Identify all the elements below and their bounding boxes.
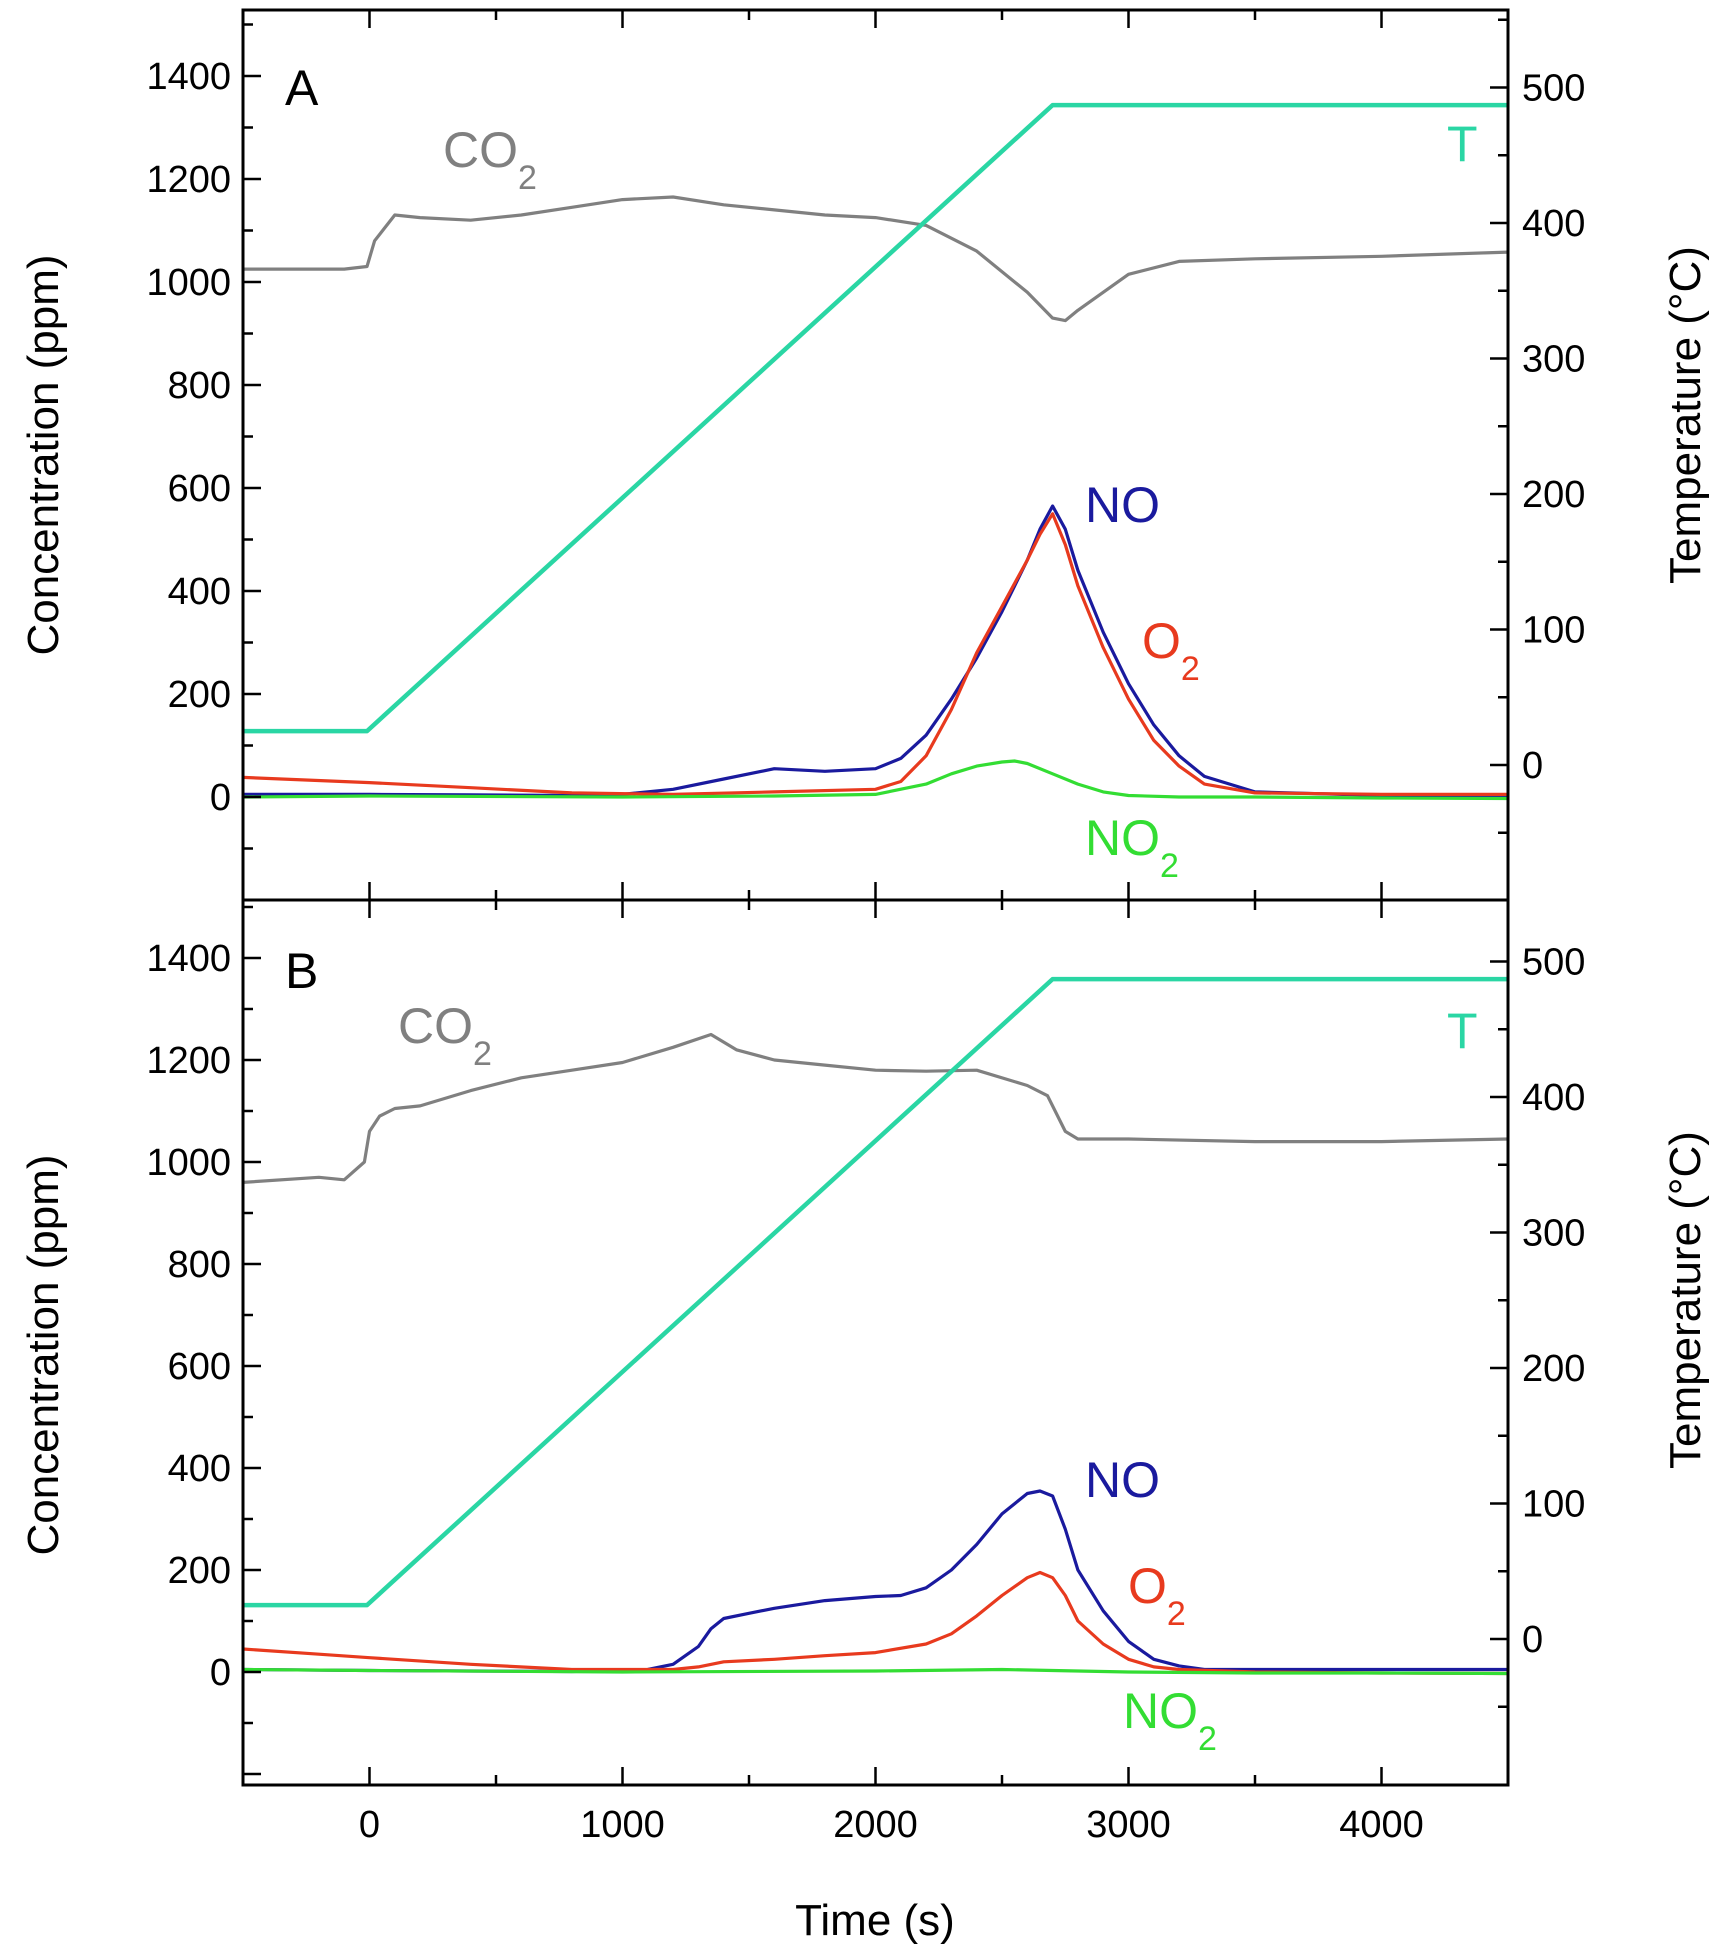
- x-tick-label: 4000: [1339, 1804, 1424, 1846]
- panel-b-y-tick-label: 1200: [146, 1040, 231, 1082]
- x-tick-label: 2000: [833, 1804, 918, 1846]
- panel-a-series-no: [243, 504, 1509, 799]
- panel-b-y2-tick-label: 300: [1522, 1213, 1585, 1255]
- panel-a-y-tick-label: 1400: [146, 56, 231, 98]
- panel-b-label: B: [285, 943, 318, 999]
- panel-a-y-tick-label: 1200: [146, 159, 231, 201]
- panel-b-label-no: NO: [1085, 1452, 1160, 1508]
- panel-a-series-t: [243, 102, 1508, 734]
- panel-b-series-no: [242, 1489, 1508, 1674]
- x-tick-label: 3000: [1086, 1804, 1171, 1846]
- x-tick-label: 1000: [580, 1804, 665, 1846]
- panel-a-y2-tick-label: 400: [1522, 203, 1585, 245]
- panel-a-y2-tick-label: 200: [1522, 474, 1585, 516]
- panel-b-y-tick-label: 600: [168, 1346, 231, 1388]
- panel-a-frame: [241, 8, 1510, 902]
- panel-a-y2-axis-title: Temperature (°C): [1661, 246, 1710, 584]
- panel-b-y2-axis-title: Temperature (°C): [1661, 1131, 1710, 1469]
- x-tick-label: 0: [359, 1804, 380, 1846]
- panel-a-y-tick-label: 400: [168, 571, 231, 613]
- panel-b-y2-tick-label: 200: [1522, 1348, 1585, 1390]
- panel-a-label-o2: O2: [1142, 613, 1200, 688]
- panel-b-y-tick-label: 200: [168, 1550, 231, 1592]
- panel-b-y-tick-label: 1400: [146, 938, 231, 980]
- panel-a-series-co2: [243, 195, 1509, 323]
- panel-b-label-no2: NO2: [1123, 1683, 1217, 1758]
- panel-a-y-tick-label: 1000: [146, 262, 231, 304]
- panel-a-label: A: [285, 60, 319, 116]
- panel-a-y2-tick-label: 0: [1522, 745, 1543, 787]
- panel-b-y2-tick-label: 400: [1522, 1077, 1585, 1119]
- panel-b-y-tick-label: 1000: [146, 1142, 231, 1184]
- panel-b-series-co2: [242, 1032, 1509, 1184]
- panel-a-label-co2: CO2: [443, 122, 537, 197]
- panel-b-y2-tick-label: 100: [1522, 1484, 1585, 1526]
- panel-a-y2-tick-label: 300: [1522, 339, 1585, 381]
- panel-a-label-t: T: [1447, 116, 1478, 172]
- panel-b-y2-tick-label: 0: [1522, 1619, 1543, 1661]
- panel-b-label-co2: CO2: [398, 998, 492, 1073]
- panel-b: 0 1000 2000 3000 4000 0200400600800100012001…: [19, 898, 1710, 1846]
- panel-b-series-o2: [242, 1570, 1509, 1676]
- panel-b-label-t: T: [1447, 1003, 1478, 1059]
- panel-b-y-axis-title: Concentration (ppm): [19, 1154, 68, 1555]
- panel-a-series-no2: [242, 759, 1509, 801]
- panel-a-y-tick-label: 200: [168, 674, 231, 716]
- panel-b-y-tick-label: 400: [168, 1448, 231, 1490]
- panel-b-series-no2: [242, 1667, 1509, 1676]
- panel-b-label-o2: O2: [1128, 1558, 1186, 1633]
- panel-b-y-tick-label: 0: [210, 1652, 231, 1694]
- panel-a-y-axis-title: Concentration (ppm): [19, 254, 68, 655]
- panel-b-series-t: [243, 976, 1508, 1608]
- panel-b-y-tick-label: 800: [168, 1244, 231, 1286]
- x-axis-title: Time (s): [795, 1896, 955, 1945]
- panel-a-label-no2: NO2: [1085, 810, 1179, 885]
- panel-a-label-no: NO: [1085, 477, 1160, 533]
- panel-a-y-tick-label: 600: [168, 468, 231, 510]
- panel-a-y-tick-label: 0: [210, 777, 231, 819]
- panel-b-y2-tick-label: 500: [1522, 942, 1585, 984]
- panel-a-y2-tick-label: 100: [1522, 610, 1585, 652]
- panel-a-series-o2: [242, 512, 1508, 797]
- panel-a-y-tick-label: 800: [168, 365, 231, 407]
- panel-a-y2-tick-label: 500: [1522, 68, 1585, 110]
- panel-a: 0 200 400 600 800 1000 1200 1400 0 100 200 300 400 5…: [19, 8, 1710, 902]
